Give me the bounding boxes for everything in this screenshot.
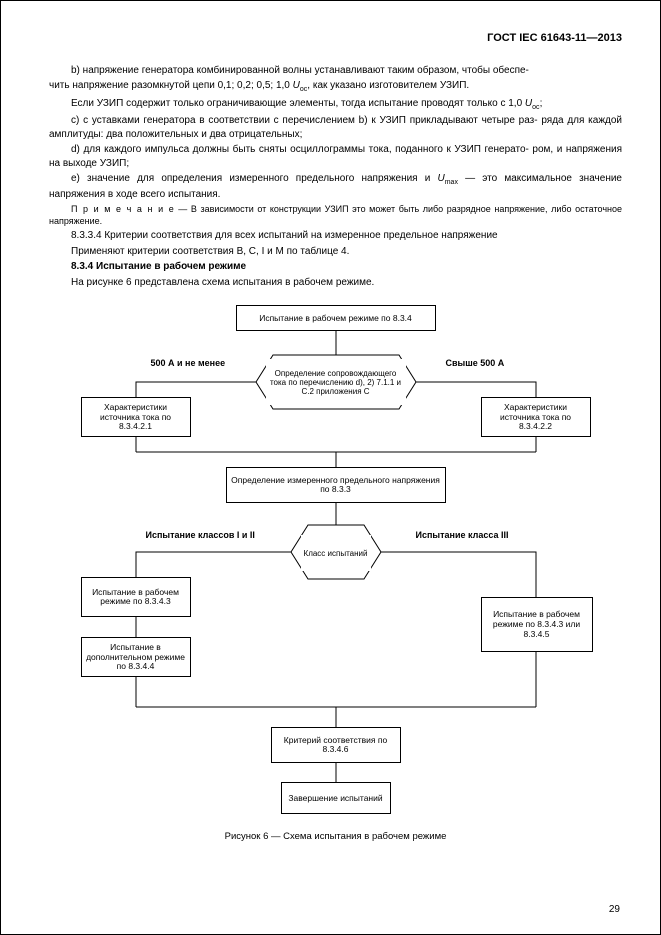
txt: ; (540, 98, 543, 109)
node-src-right: Характеристики источника тока по 8.3.4.2… (481, 397, 591, 437)
para-c: c) с уставками генератора в соответствии… (49, 114, 622, 141)
node-test-left-2: Испытание в дополнительном режиме по 8.3… (81, 637, 191, 677)
node-test-right: Испытание в рабочем режиме по 8.3.4.3 ил… (481, 597, 593, 652)
node-decision-2: Класс испытаний (301, 535, 371, 571)
edge-label-right-2: Испытание класса III (416, 529, 509, 541)
txt: Если УЗИП содержит только ограничивающие… (71, 98, 525, 109)
node-criteria: Критерий соответствия по 8.3.4.6 (271, 727, 401, 763)
page-number: 29 (609, 903, 620, 917)
para-834: 8.3.4 Испытание в рабочем режиме (49, 260, 622, 274)
u-max: U (437, 173, 444, 184)
u-max-sub: max (445, 179, 458, 186)
edge-label-left-1: 500 А и не менее (151, 357, 226, 369)
u-oc-sub2: oc (532, 104, 539, 111)
node-end: Завершение испытаний (281, 782, 391, 814)
txt: e) значение для определения измеренного … (71, 173, 437, 184)
node-measure: Определение измеренного предельного напр… (226, 467, 446, 503)
txt: чить напряжение разомкнутой цепи 0,1; 0,… (49, 80, 293, 91)
node-decision-1: Определение сопровождающего тока по пере… (266, 359, 406, 405)
para-if: Если УЗИП содержит только ограничивающие… (49, 97, 622, 112)
para-b-cont: чить напряжение разомкнутой цепи 0,1; 0,… (49, 79, 622, 94)
txt: , как указано изготовителем УЗИП. (307, 80, 469, 91)
doc-header: ГОСТ IEC 61643-11—2013 (49, 31, 622, 46)
para-b: b) напряжение генератора комбинированной… (49, 64, 622, 78)
node-start: Испытание в рабочем режиме по 8.3.4 (236, 305, 436, 331)
figure-caption: Рисунок 6 — Схема испытания в рабочем ре… (49, 831, 622, 844)
txt: b) напряжение генератора комбинированной… (71, 65, 529, 76)
page: ГОСТ IEC 61643-11—2013 b) напряжение ген… (0, 0, 661, 935)
edge-label-right-1: Свыше 500 А (446, 357, 505, 369)
para-apply: Применяют критерии соответствия B, C, I … (49, 245, 622, 259)
note-label: П р и м е ч а н и е (71, 204, 175, 214)
para-fig: На рисунке 6 представлена схема испытани… (49, 276, 622, 290)
para-d: d) для каждого импульса должны быть снят… (49, 143, 622, 170)
node-test-left-1: Испытание в рабочем режиме по 8.3.4.3 (81, 577, 191, 617)
node-src-left: Характеристики источника тока по 8.3.4.2… (81, 397, 191, 437)
para-8334: 8.3.3.4 Критерии соответствия для всех и… (49, 229, 622, 243)
note: П р и м е ч а н и е — В зависимости от к… (49, 203, 622, 227)
u-oc: U (293, 80, 300, 91)
flowchart: Испытание в рабочем режиме по 8.3.4 Опре… (56, 297, 616, 827)
body-text: b) напряжение генератора комбинированной… (49, 64, 622, 290)
edge-label-left-2: Испытание классов I и II (146, 529, 255, 541)
para-e: e) значение для определения измеренного … (49, 172, 622, 201)
